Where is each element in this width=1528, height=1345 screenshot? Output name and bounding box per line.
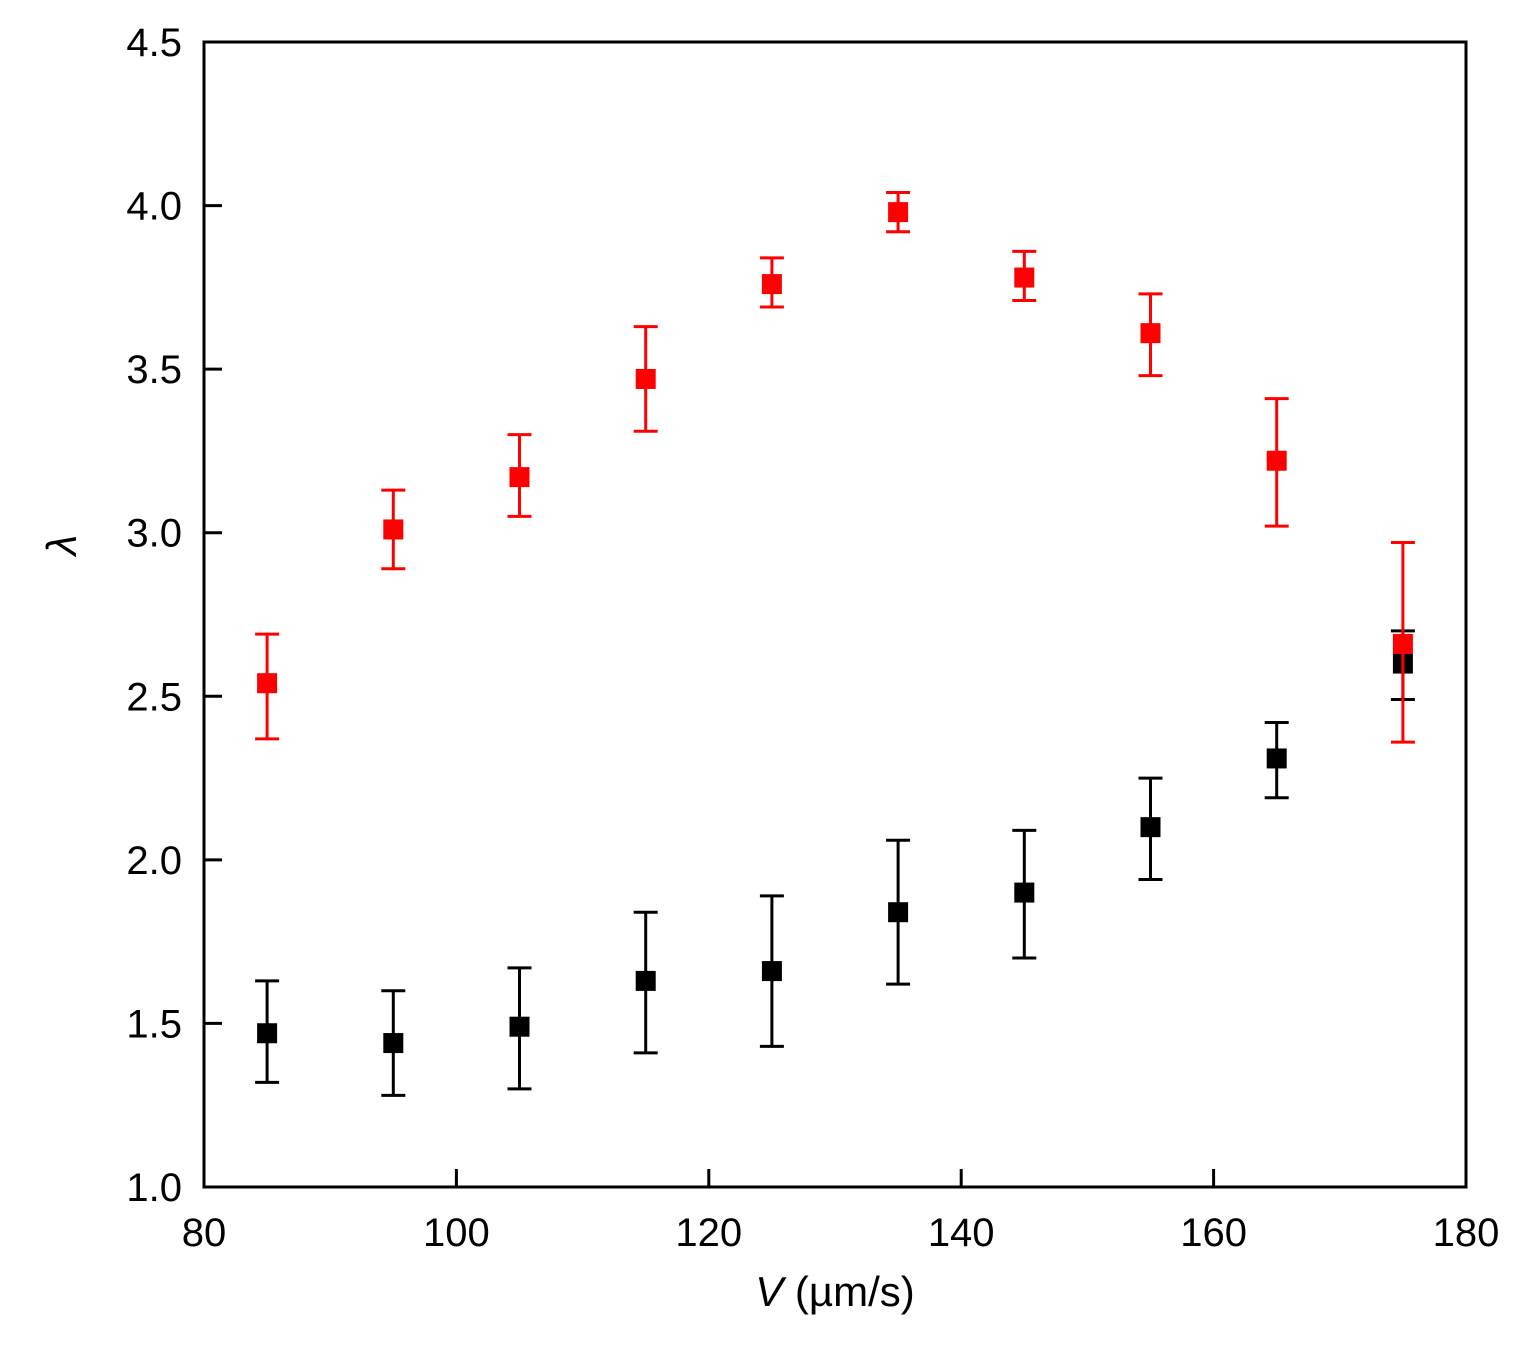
- data-point: [1014, 882, 1035, 903]
- plot-frame: [202, 40, 1468, 1189]
- x-tick-label: 160: [1180, 1211, 1247, 1255]
- data-point: [1392, 633, 1413, 654]
- x-tick-label: 140: [928, 1211, 995, 1255]
- y-tick-label: 2.0: [126, 839, 182, 883]
- y-tick-label: 4.0: [126, 185, 182, 229]
- series-black: [255, 629, 1415, 1097]
- data-point: [383, 1033, 404, 1054]
- y-tick-label: 1.5: [126, 1002, 182, 1046]
- data-point: [635, 368, 656, 389]
- data-point: [761, 961, 782, 982]
- x-tick-label: 80: [182, 1211, 227, 1255]
- data-point: [383, 519, 404, 540]
- data-point: [1266, 450, 1287, 471]
- x-axis-unit: (µm/s): [783, 1268, 915, 1315]
- data-point: [257, 673, 278, 694]
- data-point: [1140, 323, 1161, 344]
- data-point: [257, 1023, 278, 1044]
- data-point: [509, 1016, 530, 1037]
- data-point: [888, 202, 909, 223]
- x-tick-label: 100: [423, 1211, 490, 1255]
- data-point: [1014, 267, 1035, 288]
- y-tick-label: 1.0: [126, 1166, 182, 1210]
- tick-labels: 80 100 120 140 160 180 1.0 1.5 2.0 2.5 3.0 3.5 4.0 4.…: [126, 21, 1499, 1255]
- y-tick-label: 3.0: [126, 512, 182, 556]
- data-point: [1266, 748, 1287, 769]
- series-red: [255, 190, 1415, 744]
- data-point: [888, 902, 909, 923]
- y-tick-label: 2.5: [126, 675, 182, 719]
- x-tick-label: 180: [1433, 1211, 1500, 1255]
- data-point: [1140, 817, 1161, 838]
- x-axis-variable: V: [755, 1268, 787, 1315]
- data-point: [509, 467, 530, 488]
- y-tick-label: 3.5: [126, 348, 182, 392]
- data-point: [635, 970, 656, 991]
- data-series: [255, 190, 1415, 1097]
- x-tick-label: 120: [675, 1211, 742, 1255]
- y-tick-label: 4.5: [126, 21, 182, 65]
- data-point: [761, 274, 782, 295]
- y-axis-title: λ: [38, 535, 85, 558]
- x-axis-title: V (µm/s): [755, 1268, 915, 1315]
